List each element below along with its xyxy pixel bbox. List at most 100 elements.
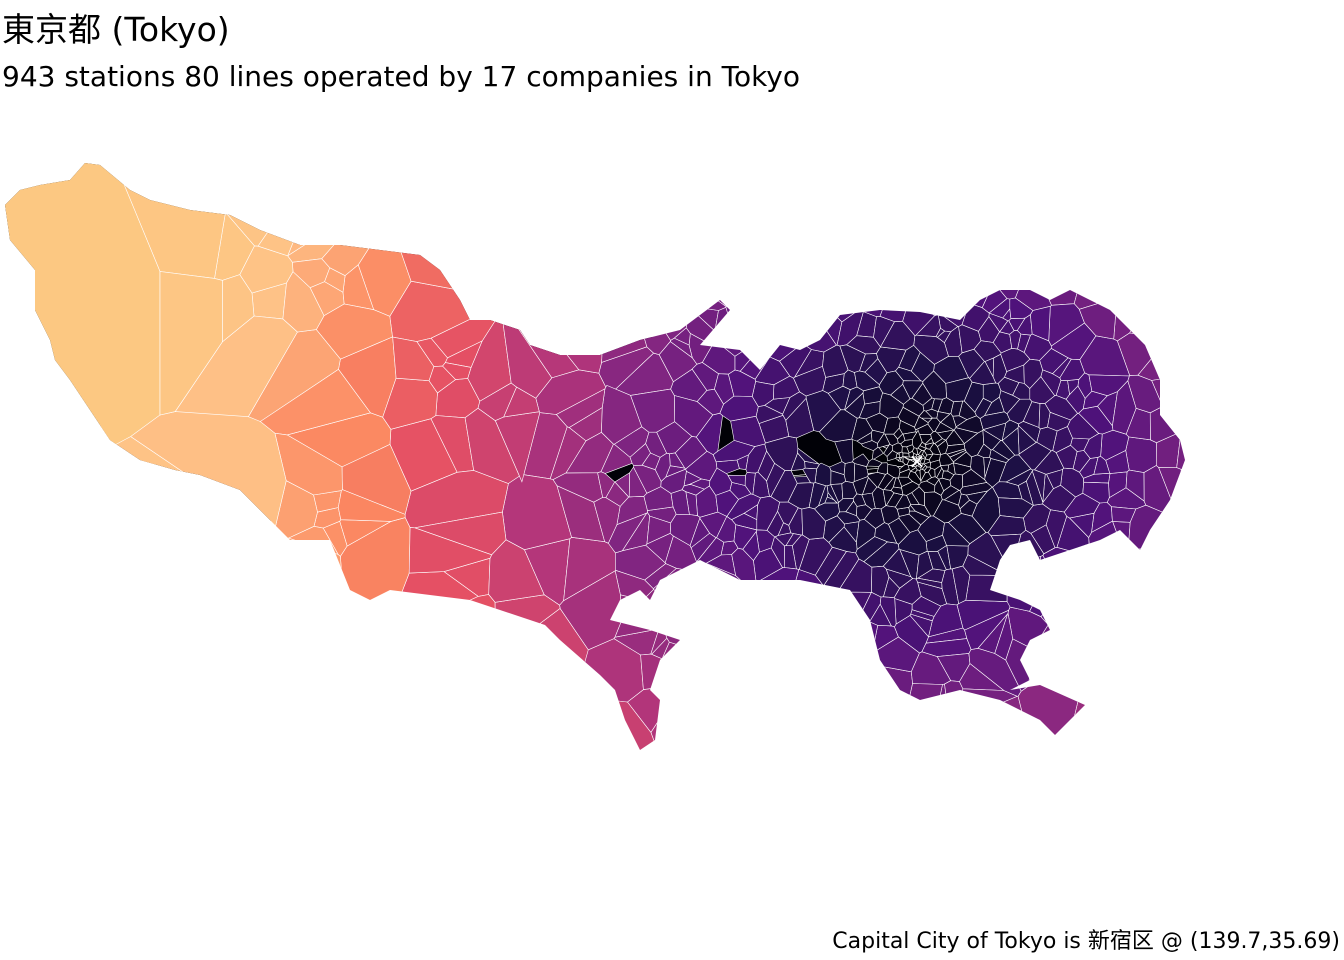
station-cell [464,407,520,484]
station-cell [1144,541,1185,584]
station-cell [951,218,983,257]
station-cell [843,461,856,484]
station-cell [712,645,757,691]
station-cell [1067,412,1100,440]
station-cell [725,315,769,343]
station-cell [700,657,759,729]
station-cell [720,163,815,265]
station-cell [1029,578,1066,618]
station-cell [944,680,964,714]
station-cell [488,539,545,603]
station-cell [239,245,294,294]
station-cell [843,638,872,665]
station-cell [909,463,917,468]
station-cell [1069,543,1111,586]
station-cell [1017,425,1037,455]
station-cell [654,452,671,482]
station-cell [514,708,582,750]
station-cell [830,470,847,485]
station-cell [987,515,1027,537]
station-cell [977,443,992,458]
station-cell [1073,228,1118,310]
station-cell [727,474,746,486]
station-cell [847,629,866,644]
station-cell [282,271,325,333]
station-cell [801,251,844,299]
station-cell [726,283,749,307]
station-cell [665,285,693,325]
station-cell [911,596,942,617]
station-cell [915,459,918,462]
station-cell [938,276,973,303]
station-cell [746,253,772,292]
station-cell [663,251,734,293]
station-cell [850,251,890,302]
station-cell [648,222,684,323]
station-cell [537,696,555,712]
station-cell [751,581,794,604]
station-cell [1170,491,1185,542]
station-cell [934,422,955,434]
station-cell [726,693,796,750]
station-cell [1009,330,1022,350]
station-cell [1126,673,1185,708]
station-cell [793,697,865,750]
station-cell [854,370,880,392]
station-cell [650,604,672,631]
station-cell [1125,469,1145,502]
station-cell [883,416,901,435]
station-cell [660,468,687,494]
station-cell [428,365,456,394]
station-voronoi-cells [5,163,1185,750]
station-cell [470,695,543,750]
station-cell [772,653,790,695]
station-cell [408,527,493,574]
station-cell [675,637,710,672]
station-cell [785,533,802,547]
station-cell [876,462,889,475]
station-cell [1046,469,1063,490]
station-cell [646,515,672,545]
station-cell [813,297,832,320]
station-cell [555,388,606,428]
station-cell [1007,265,1040,291]
station-cell [902,380,924,400]
station-cell [549,662,601,740]
station-cell [1057,715,1147,750]
station-cell [1125,584,1155,619]
station-cell [565,432,614,474]
station-cell [1182,363,1185,414]
station-cell [1006,579,1045,612]
station-cell [1089,559,1128,600]
station-cell [969,361,997,385]
station-cell [756,596,793,635]
station-cell [973,340,1002,362]
station-cell [1083,433,1103,459]
station-cell [287,163,393,257]
station-cell [1098,672,1146,736]
station-cell [980,163,1042,231]
station-cell [905,683,943,750]
station-cell [738,619,780,648]
station-cell [1139,678,1185,750]
station-cell [813,631,834,655]
station-cell [921,465,928,471]
station-cell [1115,631,1142,661]
station-cell [858,285,886,317]
station-cell [209,537,351,750]
station-cell [792,650,820,674]
station-cell [712,440,756,463]
station-cell [755,656,778,697]
station-cell [1144,613,1170,640]
map-subtitle: 943 stations 80 lines operated by 17 com… [2,60,800,93]
station-cell [999,390,1021,415]
station-cell [924,163,1019,221]
station-cell [1112,521,1131,553]
station-cell [834,250,859,302]
station-cell [1040,583,1085,632]
station-cell [737,642,774,668]
station-cell [776,272,808,321]
station-cell [689,478,711,490]
station-cell [1045,636,1083,685]
